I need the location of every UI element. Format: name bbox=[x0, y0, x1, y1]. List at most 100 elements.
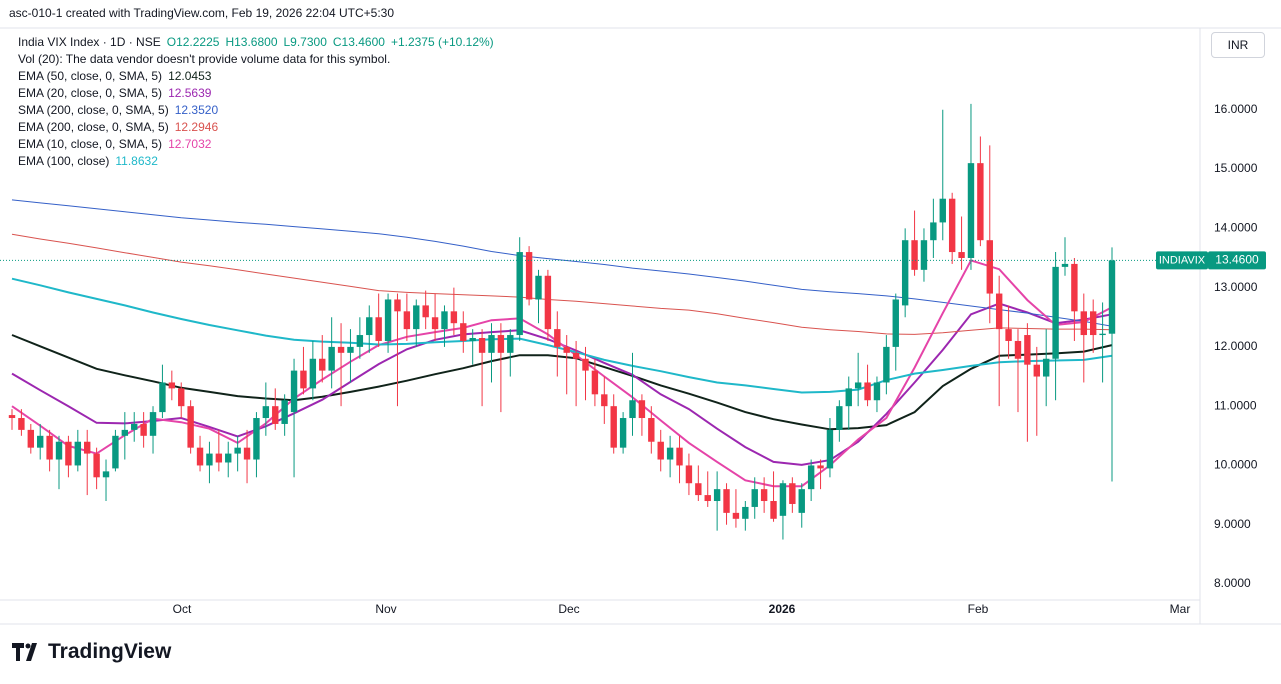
brand: TradingView bbox=[12, 640, 171, 664]
candle-body bbox=[102, 471, 110, 478]
candle-body bbox=[178, 388, 185, 407]
candle-body bbox=[1005, 329, 1012, 341]
legend: India VIX Index · 1D · NSE O12.2225 H13.68… bbox=[18, 34, 494, 170]
candle-body bbox=[460, 323, 467, 341]
x-axis-label: Mar bbox=[1170, 602, 1191, 616]
candle-body bbox=[742, 506, 749, 519]
legend-row: EMA (50, close, 0, SMA, 5) 12.0453 bbox=[18, 68, 494, 85]
candle-body bbox=[601, 394, 608, 407]
candle-body bbox=[384, 299, 392, 341]
legend-ohlc: C13.4600 bbox=[332, 35, 385, 49]
legend-row: Vol (20): The data vendor doesn't provid… bbox=[18, 51, 494, 68]
candle-body bbox=[1014, 340, 1022, 359]
volume-note: Vol (20): The data vendor doesn't provid… bbox=[18, 52, 391, 66]
candle-body bbox=[554, 329, 561, 347]
candle-body bbox=[469, 338, 476, 341]
candle-body bbox=[149, 412, 157, 436]
legend-entry: SMA (200, close, 0, SMA, 5) bbox=[18, 103, 169, 117]
y-tick-label: 9.0000 bbox=[1214, 517, 1251, 531]
candle-body bbox=[1071, 263, 1078, 312]
currency-button[interactable]: INR bbox=[1211, 32, 1265, 58]
candle-body bbox=[676, 447, 683, 466]
candle-body bbox=[225, 453, 232, 463]
candle-body bbox=[629, 400, 636, 419]
y-tick-label: 8.0000 bbox=[1214, 576, 1251, 590]
candle-body bbox=[779, 483, 787, 516]
legend-ohlc: O12.2225 bbox=[166, 35, 220, 49]
candle-body bbox=[704, 495, 711, 502]
legend-ohlc: L9.7300 bbox=[283, 35, 327, 49]
candle-body bbox=[375, 317, 382, 341]
candle-body bbox=[572, 352, 580, 359]
brand-logo bbox=[12, 643, 37, 661]
candle-body bbox=[27, 429, 35, 448]
candle-body bbox=[300, 370, 307, 389]
candle-body bbox=[610, 406, 617, 448]
candle-body bbox=[488, 335, 495, 353]
legend-entry: EMA (20, close, 0, SMA, 5) bbox=[18, 86, 163, 100]
candle-body bbox=[431, 317, 439, 330]
brand-name: TradingView bbox=[48, 640, 172, 663]
candle-body bbox=[478, 338, 486, 353]
candle-body bbox=[37, 435, 44, 448]
candle-body bbox=[995, 293, 1003, 330]
candle-body bbox=[403, 311, 411, 330]
candle-body bbox=[883, 346, 890, 383]
candle-body bbox=[281, 400, 288, 424]
candle-body bbox=[196, 447, 204, 466]
candle-body bbox=[836, 406, 843, 430]
candle-body bbox=[65, 441, 72, 466]
candle-body bbox=[1042, 358, 1050, 377]
legend-ohlc: H13.6800 bbox=[225, 35, 278, 49]
indicator-line bbox=[11, 259, 1113, 488]
candle-body bbox=[450, 311, 458, 324]
candle-body bbox=[591, 370, 599, 395]
candle-body bbox=[8, 415, 16, 419]
candle-body bbox=[243, 447, 251, 460]
candle-body bbox=[986, 240, 993, 294]
candle-body bbox=[168, 382, 176, 389]
candle-body bbox=[394, 299, 401, 312]
candle-body bbox=[798, 489, 805, 513]
candle-body bbox=[1089, 311, 1097, 336]
candle-body bbox=[666, 447, 674, 460]
candle-body bbox=[657, 441, 664, 460]
legend-value: 12.5639 bbox=[168, 86, 212, 100]
x-axis-label: Dec bbox=[558, 602, 579, 616]
candle-body bbox=[46, 435, 53, 460]
y-tick-label: 14.0000 bbox=[1214, 221, 1258, 235]
y-tick-label: 13.0000 bbox=[1214, 280, 1258, 294]
candle-body bbox=[347, 346, 354, 353]
x-axis-label: Feb bbox=[968, 602, 989, 616]
y-tick-label: 15.0000 bbox=[1214, 161, 1258, 175]
candle-body bbox=[422, 305, 429, 318]
candle-body bbox=[253, 418, 260, 460]
candle-body bbox=[948, 198, 956, 253]
price-tag-name: INDIAVIX bbox=[1159, 254, 1206, 266]
candle-body bbox=[958, 252, 965, 258]
candle-body bbox=[911, 240, 918, 270]
candle-body bbox=[290, 370, 298, 413]
candle-body bbox=[337, 346, 345, 353]
candle-body bbox=[535, 275, 542, 300]
candle-body bbox=[920, 240, 928, 270]
candle-body bbox=[215, 453, 223, 463]
legend-row: SMA (200, close, 0, SMA, 5) 12.3520 bbox=[18, 102, 494, 119]
candle-body bbox=[84, 441, 91, 454]
candle-body bbox=[544, 275, 552, 330]
legend-value: 12.7032 bbox=[168, 137, 212, 151]
candle-body bbox=[638, 400, 646, 419]
candle-body bbox=[864, 382, 871, 401]
candle-body bbox=[1024, 335, 1031, 365]
candle-body bbox=[55, 441, 63, 460]
candle-body bbox=[563, 346, 570, 353]
x-axis-label: 2026 bbox=[769, 602, 796, 616]
candle-body bbox=[1099, 333, 1106, 336]
candle-body bbox=[930, 222, 937, 241]
candle-body bbox=[685, 465, 693, 484]
candle-body bbox=[309, 358, 317, 389]
candle-body bbox=[1108, 260, 1116, 334]
candle-body bbox=[789, 483, 796, 504]
candle-body bbox=[516, 252, 523, 336]
